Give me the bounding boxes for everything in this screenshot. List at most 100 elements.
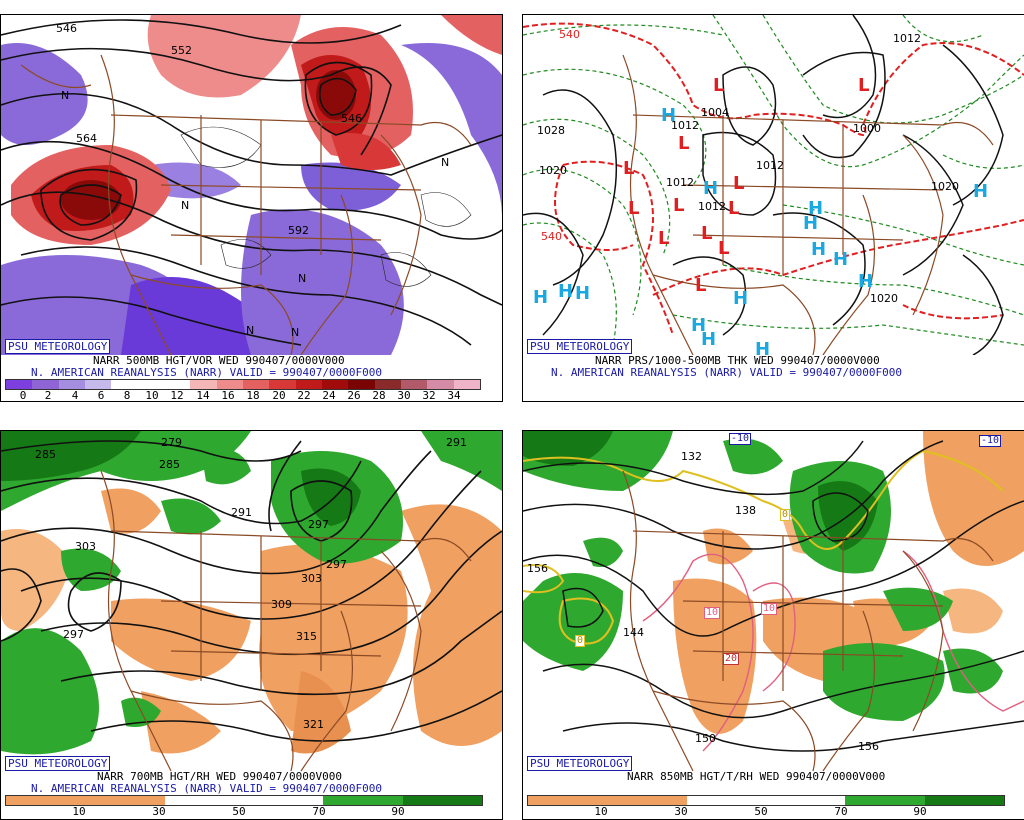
contour-label-132: 132 — [681, 450, 702, 463]
n-symbol: N — [61, 89, 70, 102]
n-symbol: N — [181, 199, 190, 212]
contour-label-315: 315 — [296, 630, 317, 643]
isobar-label-1012: 1012 — [698, 200, 726, 213]
high-pressure-symbol: H — [803, 213, 819, 234]
scale-tick: 50 — [232, 805, 246, 818]
isobar-label-1012: 1012 — [666, 176, 694, 189]
scale-tick: 18 — [246, 389, 260, 402]
vorticity-color-scale — [5, 379, 481, 390]
panel-caption: NARR 700MB HGT/RH WED 990407/0000V000 — [97, 770, 343, 783]
contour-label-592: 592 — [288, 224, 309, 237]
low-pressure-symbol: L — [713, 75, 725, 96]
psu-meteorology-badge: PSU METEOROLOGY — [527, 756, 633, 771]
low-pressure-symbol: L — [858, 75, 870, 96]
low-pressure-symbol: L — [673, 195, 685, 216]
contour-label-150: 150 — [695, 732, 716, 745]
rh-color-scale — [527, 795, 1005, 806]
contour-label-144: 144 — [623, 626, 644, 639]
panel-valid-caption: N. AMERICAN REANALYSIS (NARR) VALID = 99… — [31, 782, 382, 795]
thickness-label-540: 540 — [559, 28, 580, 41]
contour-label-546-east: 546 — [341, 112, 362, 125]
scale-tick: 14 — [196, 389, 210, 402]
scale-tick: 2 — [44, 389, 52, 402]
low-pressure-symbol: L — [658, 228, 670, 249]
n-symbol: N — [246, 324, 255, 337]
contour-label-303: 303 — [301, 572, 322, 585]
low-pressure-symbol: L — [728, 198, 740, 219]
vorticity-map — [1, 15, 502, 355]
isotherm-label-10: 10 — [704, 607, 721, 619]
scale-tick: 70 — [834, 805, 848, 818]
panel-850mb-hgt-t-rh: 132 138 144 150 156 156 -10 -10 10 10 20… — [522, 430, 1024, 820]
contour-label-138: 138 — [735, 504, 756, 517]
panel-pressure-thickness: 1028 1020 1012 1004 1012 1012 1012 1020 … — [522, 14, 1024, 402]
isobar-label-1012: 1012 — [671, 119, 699, 132]
isobar-label-1020: 1020 — [870, 292, 898, 305]
n-symbol: N — [291, 326, 300, 339]
scale-tick: 4 — [71, 389, 79, 402]
isobar-label-1004: 1004 — [701, 106, 729, 119]
isobar-label-1012: 1012 — [756, 159, 784, 172]
high-pressure-symbol: H — [833, 249, 849, 270]
scale-tick: 6 — [97, 389, 105, 402]
isotherm-label-minus10: -10 — [979, 435, 1002, 447]
panel-caption: NARR 850MB HGT/T/RH WED 990407/0000V000 — [627, 770, 886, 783]
scale-tick: 50 — [754, 805, 768, 818]
low-pressure-symbol: L — [695, 275, 707, 296]
psu-meteorology-badge: PSU METEOROLOGY — [5, 339, 111, 354]
panel-valid-caption: N. AMERICAN REANALYSIS (NARR) VALID = 99… — [551, 366, 902, 379]
high-pressure-symbol: H — [733, 288, 749, 309]
hgt-t-rh-850mb-map — [523, 431, 1024, 773]
panel-caption: NARR PRS/1000-500MB THK WED 990407/0000V… — [595, 354, 880, 367]
scale-tick: 10 — [594, 805, 608, 818]
low-pressure-symbol: L — [623, 158, 635, 179]
scale-tick: 10 — [145, 389, 159, 402]
panel-valid-caption: N. AMERICAN REANALYSIS (NARR) VALID = 99… — [31, 366, 382, 379]
psu-meteorology-badge: PSU METEOROLOGY — [527, 339, 633, 354]
contour-label-309: 309 — [271, 598, 292, 611]
high-pressure-symbol: H — [755, 339, 771, 360]
isotherm-label-10: 10 — [761, 603, 778, 615]
scale-tick: 26 — [347, 389, 361, 402]
low-pressure-symbol: L — [718, 238, 730, 259]
scale-tick: 30 — [674, 805, 688, 818]
contour-label-552: 552 — [171, 44, 192, 57]
scale-tick: 34 — [447, 389, 461, 402]
contour-label-295: 297 — [308, 518, 329, 531]
isobar-label-1000: 1000 — [853, 122, 881, 135]
n-symbol: N — [298, 272, 307, 285]
high-pressure-symbol: H — [703, 178, 719, 199]
isotherm-label-20: 20 — [723, 653, 740, 665]
high-pressure-symbol: H — [701, 329, 717, 350]
thickness-label-540: 540 — [541, 230, 562, 243]
isobar-label-1020: 1020 — [539, 164, 567, 177]
scale-tick: 70 — [312, 805, 326, 818]
high-pressure-symbol: H — [808, 198, 824, 219]
isotherm-label-minus10: -10 — [729, 433, 752, 445]
scale-tick: 28 — [372, 389, 386, 402]
panel-caption: NARR 500MB HGT/VOR WED 990407/0000V000 — [93, 354, 345, 367]
contour-label-297: 297 — [63, 628, 84, 641]
high-pressure-symbol: H — [661, 105, 677, 126]
contour-label-156: 156 — [858, 740, 879, 753]
scale-tick: 10 — [72, 805, 86, 818]
isobar-label-1020: 1020 — [931, 180, 959, 193]
contour-label-291: 291 — [231, 506, 252, 519]
scale-tick: 12 — [170, 389, 184, 402]
scale-tick: 20 — [272, 389, 286, 402]
scale-tick: 16 — [221, 389, 235, 402]
contour-label-546: 546 — [56, 22, 77, 35]
isotherm-label-0: 0 — [780, 509, 791, 521]
contour-label-321: 321 — [303, 718, 324, 731]
high-pressure-symbol: H — [691, 315, 707, 336]
scale-tick: 90 — [391, 805, 405, 818]
low-pressure-symbol: L — [733, 173, 745, 194]
contour-label-303: 303 — [75, 540, 96, 553]
low-pressure-symbol: L — [678, 133, 690, 154]
contour-label-156: 156 — [527, 562, 548, 575]
rh-color-scale — [5, 795, 483, 806]
panel-700mb-rh: 279 285 291 297 303 309 315 321 303 291 … — [0, 430, 503, 820]
isotherm-label-0: 0 — [575, 635, 586, 647]
scale-tick: 30 — [397, 389, 411, 402]
low-pressure-symbol: L — [628, 198, 640, 219]
